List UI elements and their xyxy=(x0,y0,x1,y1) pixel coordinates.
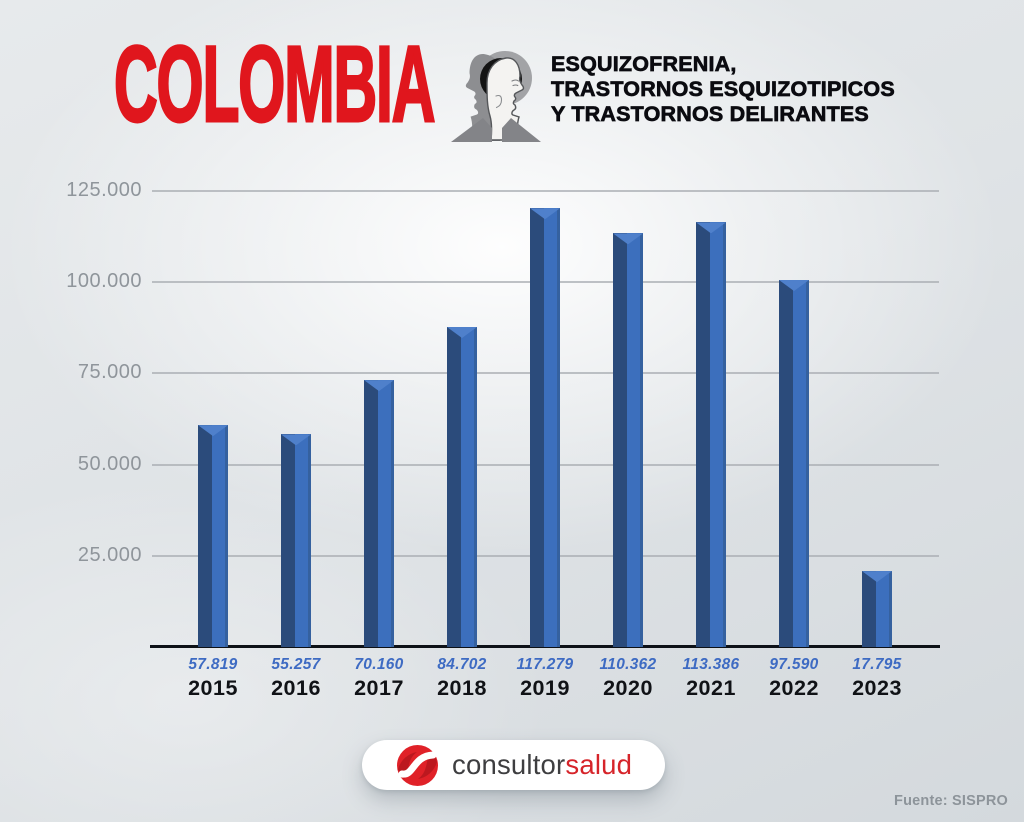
bar-top-face xyxy=(447,327,477,338)
bar-2015 xyxy=(198,425,228,647)
bar-2023 xyxy=(862,571,892,647)
brand-salud: salud xyxy=(565,749,633,780)
bar-year-label: 2020 xyxy=(603,676,653,700)
bar-value-label: 97.590 xyxy=(769,656,819,673)
bar-2019 xyxy=(530,208,560,647)
bar-top-face xyxy=(696,222,726,234)
subtitle-line-2: TRASTORNOS ESQUIZOTIPICOS xyxy=(551,77,895,102)
bar-value-label: 17.795 xyxy=(852,656,902,673)
y-tick-label: 50.000 xyxy=(77,452,142,475)
bar-year-label: 2022 xyxy=(769,676,819,700)
bar-top-face xyxy=(281,434,311,446)
bar-top-face xyxy=(779,280,809,291)
bar-2016 xyxy=(281,434,311,647)
bar-year-label: 2018 xyxy=(437,676,487,700)
bar-top-face xyxy=(862,571,892,583)
bar-value-label: 55.257 xyxy=(271,656,321,673)
bar-2018 xyxy=(447,327,477,647)
bar-value-label: 117.279 xyxy=(516,656,574,673)
bar-value-label: 70.160 xyxy=(354,656,404,673)
bar-year-label: 2016 xyxy=(271,676,321,700)
bar-top-face xyxy=(364,380,394,392)
bar-2022 xyxy=(779,280,809,647)
consultorsalud-logo-icon xyxy=(397,744,438,786)
bar-year-label: 2017 xyxy=(354,676,404,700)
brand-wordmark: consultorsalud xyxy=(452,749,632,781)
bar-top-face xyxy=(530,208,560,220)
bar-year-label: 2015 xyxy=(188,676,238,700)
y-tick-label: 100.000 xyxy=(66,270,142,293)
bar-top-face xyxy=(198,425,228,437)
chart-subtitle: ESQUIZOFRENIA, TRASTORNOS ESQUIZOTIPICOS… xyxy=(551,52,895,127)
y-tick-label: 125.000 xyxy=(66,179,142,201)
bar-year-label: 2021 xyxy=(686,676,736,700)
bar-value-label: 110.362 xyxy=(599,656,657,673)
bar-2020 xyxy=(613,233,643,647)
heads-profile-icon xyxy=(449,48,543,142)
gridline xyxy=(152,190,939,192)
consultorsalud-badge: consultorsalud xyxy=(362,740,665,790)
y-tick-label: 75.000 xyxy=(77,361,142,384)
bar-value-label: 57.819 xyxy=(188,656,238,673)
bar-year-label: 2019 xyxy=(520,676,570,700)
bar-2017 xyxy=(364,380,394,647)
subtitle-line-1: ESQUIZOFRENIA, xyxy=(551,52,737,77)
y-tick-label: 25.000 xyxy=(77,543,142,566)
page-title: COLOMBIA xyxy=(113,23,436,144)
bar-value-label: 84.702 xyxy=(437,656,487,673)
subtitle-line-3: Y TRASTORNOS DELIRANTES xyxy=(551,102,869,127)
bar-top-face xyxy=(613,233,643,245)
bar-year-label: 2023 xyxy=(852,676,902,700)
bar-2021 xyxy=(696,222,726,647)
source-attribution: Fuente: SISPRO xyxy=(894,793,1008,809)
bar-value-label: 113.386 xyxy=(682,656,740,673)
brand-consultor: consultor xyxy=(452,749,566,780)
